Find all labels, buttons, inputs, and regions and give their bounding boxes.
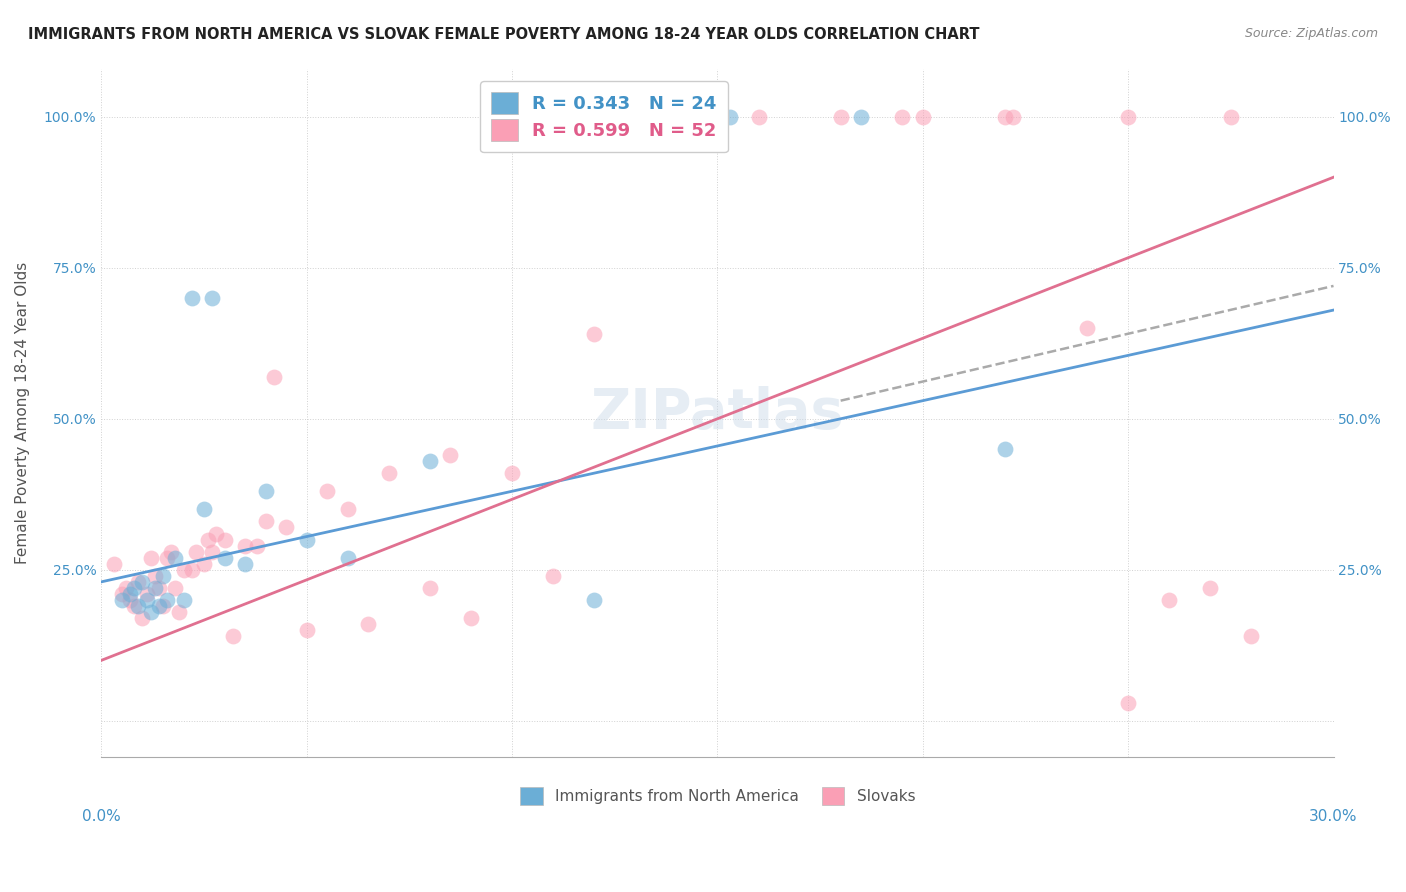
Point	[127, 599, 149, 613]
Point	[295, 533, 318, 547]
Point	[131, 574, 153, 589]
Point	[156, 550, 179, 565]
Point	[501, 466, 523, 480]
Point	[419, 581, 441, 595]
Point	[1159, 593, 1181, 607]
Point	[254, 515, 277, 529]
Point	[131, 611, 153, 625]
Point	[115, 581, 138, 595]
Point	[233, 539, 256, 553]
Point	[851, 110, 873, 124]
Legend: Immigrants from North America, Slovaks: Immigrants from North America, Slovaks	[513, 780, 921, 812]
Point	[122, 581, 145, 595]
Point	[1199, 581, 1222, 595]
Point	[148, 599, 170, 613]
Point	[143, 581, 166, 595]
Point	[135, 587, 157, 601]
Point	[169, 605, 191, 619]
Point	[624, 110, 647, 124]
Point	[214, 550, 236, 565]
Point	[139, 550, 162, 565]
Point	[120, 593, 142, 607]
Point	[336, 502, 359, 516]
Point	[201, 291, 224, 305]
Point	[246, 539, 269, 553]
Point	[911, 110, 934, 124]
Point	[316, 484, 339, 499]
Point	[1116, 110, 1139, 124]
Point	[222, 629, 245, 643]
Point	[160, 544, 183, 558]
Point	[165, 581, 187, 595]
Text: ZIPatlas: ZIPatlas	[591, 385, 844, 440]
Point	[122, 599, 145, 613]
Point	[583, 327, 606, 342]
Point	[460, 611, 482, 625]
Point	[148, 581, 170, 595]
Point	[583, 593, 606, 607]
Point	[1240, 629, 1263, 643]
Point	[180, 291, 202, 305]
Point	[891, 110, 914, 124]
Point	[165, 550, 187, 565]
Point	[152, 569, 174, 583]
Point	[747, 110, 769, 124]
Point	[718, 110, 741, 124]
Point	[127, 574, 149, 589]
Point	[994, 442, 1017, 456]
Point	[214, 533, 236, 547]
Point	[357, 617, 380, 632]
Point	[439, 448, 461, 462]
Text: Source: ZipAtlas.com: Source: ZipAtlas.com	[1244, 27, 1378, 40]
Point	[152, 599, 174, 613]
Point	[205, 526, 228, 541]
Point	[1002, 110, 1025, 124]
Point	[1219, 110, 1241, 124]
Point	[111, 587, 134, 601]
Point	[378, 466, 401, 480]
Point	[541, 569, 564, 583]
Point	[173, 563, 195, 577]
Point	[120, 587, 142, 601]
Point	[706, 110, 728, 124]
Point	[830, 110, 852, 124]
Point	[139, 605, 162, 619]
Point	[173, 593, 195, 607]
Point	[201, 544, 224, 558]
Point	[193, 502, 215, 516]
Point	[263, 369, 285, 384]
Point	[994, 110, 1017, 124]
Point	[233, 557, 256, 571]
Point	[111, 593, 134, 607]
Point	[156, 593, 179, 607]
Point	[295, 623, 318, 637]
Y-axis label: Female Poverty Among 18-24 Year Olds: Female Poverty Among 18-24 Year Olds	[15, 261, 30, 564]
Point	[1076, 321, 1098, 335]
Point	[419, 454, 441, 468]
Point	[143, 569, 166, 583]
Point	[336, 550, 359, 565]
Point	[193, 557, 215, 571]
Point	[135, 593, 157, 607]
Point	[254, 484, 277, 499]
Point	[1116, 696, 1139, 710]
Text: 30.0%: 30.0%	[1309, 809, 1358, 823]
Point	[180, 563, 202, 577]
Text: IMMIGRANTS FROM NORTH AMERICA VS SLOVAK FEMALE POVERTY AMONG 18-24 YEAR OLDS COR: IMMIGRANTS FROM NORTH AMERICA VS SLOVAK …	[28, 27, 980, 42]
Text: 0.0%: 0.0%	[82, 809, 121, 823]
Point	[276, 520, 298, 534]
Point	[197, 533, 219, 547]
Point	[103, 557, 125, 571]
Point	[184, 544, 207, 558]
